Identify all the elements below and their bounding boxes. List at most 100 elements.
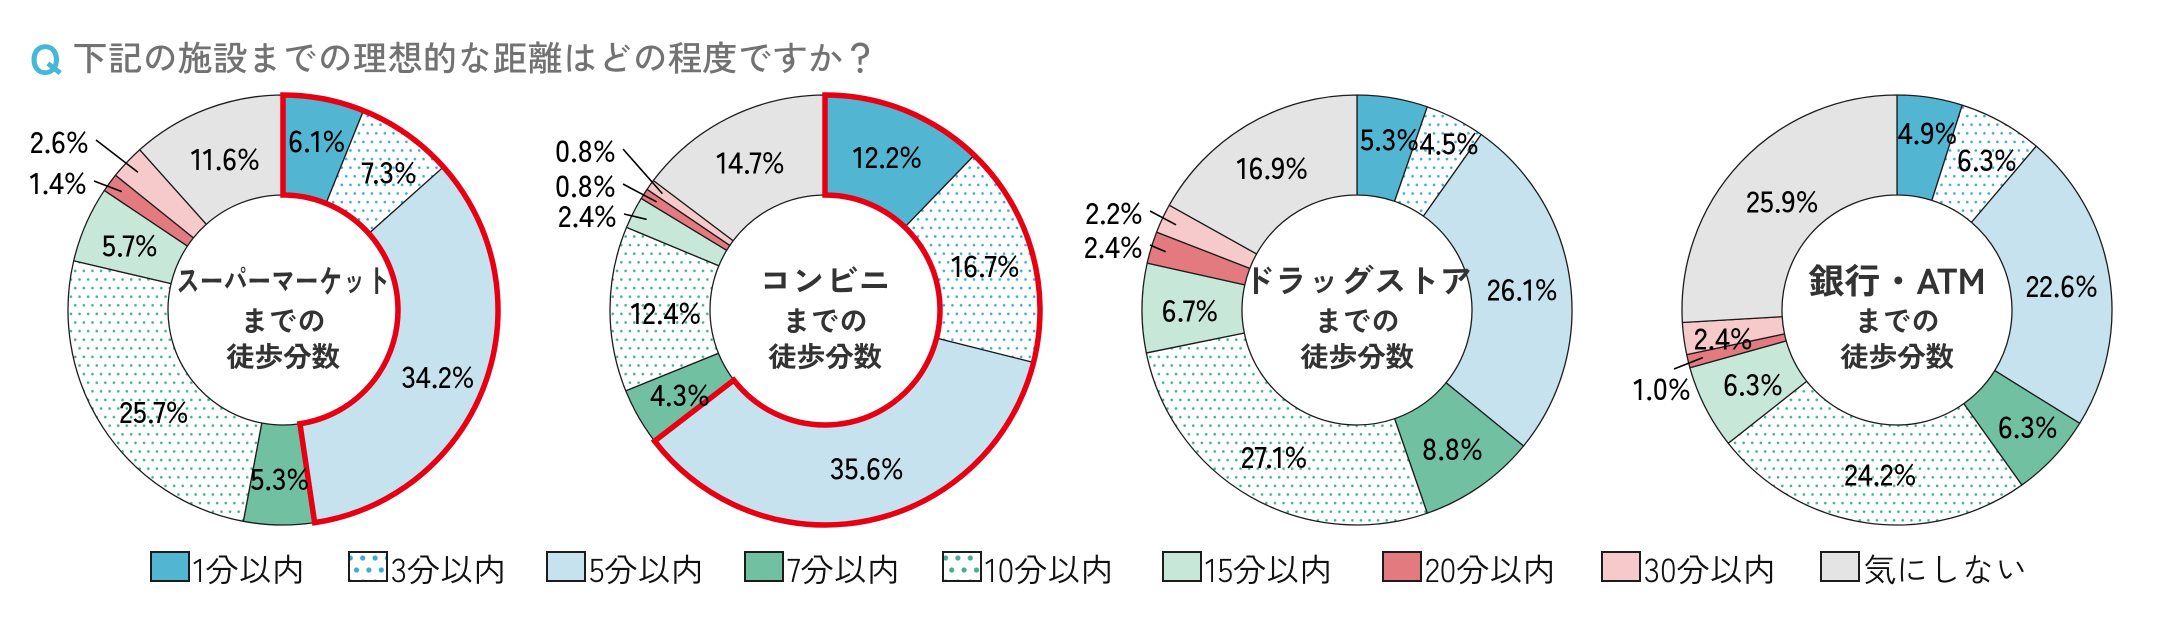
donut-charts: 6.1% 7.3% 34.2% 5.3% 25.7% 5.7% 1.4%2.6% 11.6% ス…	[29, 92, 2113, 528]
legend-label: 3分以内	[391, 544, 506, 592]
value-label: 6.3%	[1957, 136, 2017, 180]
slice-no-preference	[1168, 94, 1358, 255]
legend-item-within-10min: 10分以内	[942, 544, 1113, 592]
highlight-outline	[280, 92, 501, 526]
legend-item-within-1min: 1分以内	[150, 544, 305, 592]
q-icon: Q	[30, 27, 62, 88]
leader-line	[95, 139, 139, 173]
leader-line	[1673, 356, 1704, 370]
legend-label: 15分以内	[1205, 544, 1332, 592]
value-label: 5.3%	[250, 455, 309, 499]
leader-line	[623, 213, 647, 221]
center-label-subtitle: までの	[782, 300, 868, 341]
slice-no-preference	[1681, 94, 1898, 324]
center-label-name: コンビニ	[759, 255, 891, 303]
center-label-subtitle: までの	[1854, 300, 1940, 341]
legend-swatch	[348, 551, 388, 582]
leader-line	[622, 148, 663, 195]
center-label-subtitle: 徒歩分数	[768, 335, 883, 376]
value-label: 4.5%	[1420, 119, 1480, 163]
legend-item-within-3min: 3分以内	[348, 544, 506, 592]
value-label-outside: 2.2%	[1086, 189, 1143, 233]
legend-label: 5分以内	[589, 544, 703, 592]
value-label: 16.9%	[1236, 144, 1309, 188]
chart-legend: 1分以内 3分以内 5分以内 7分以内 10分以内 15分以内 20分以内 30分以内 気にしな…	[150, 544, 2028, 592]
center-label-subtitle: までの	[1314, 300, 1400, 341]
slice-within-5min	[1970, 145, 2113, 424]
value-label-outside: 0.8%	[555, 162, 616, 206]
legend-swatch	[1162, 551, 1202, 582]
value-label: 12.4%	[630, 289, 702, 333]
highlight-outline	[650, 92, 1043, 528]
slice-within-10min	[1727, 380, 2023, 526]
leader-line	[622, 183, 658, 203]
legend-swatch	[1820, 551, 1860, 582]
value-label-outside: 2.6%	[30, 118, 89, 162]
value-label: 22.6%	[2026, 262, 2098, 306]
value-label: 6.3%	[1998, 403, 2058, 447]
legend-swatch	[942, 551, 982, 582]
leader-line	[1149, 210, 1177, 226]
slice-within-5min	[1422, 133, 1573, 447]
value-label-outside: 1.0%	[1632, 365, 1691, 409]
value-label: 4.9%	[1898, 109, 1958, 153]
value-label: 14.7%	[715, 139, 785, 183]
leader-line	[1149, 244, 1166, 253]
value-label: 26.1%	[1487, 266, 1558, 310]
value-label: 6.1%	[288, 117, 345, 161]
page-title: 下記の施設までの理想的な距離はどの程度ですか？	[73, 31, 878, 82]
center-label-subtitle: 徒歩分数	[226, 335, 341, 376]
legend-label: 7分以内	[787, 544, 900, 592]
legend-label: 気にしない	[1863, 544, 2028, 592]
legend-label: 10分以内	[985, 544, 1113, 592]
value-label: 35.6%	[830, 445, 904, 489]
legend-item-within-7min: 7分以内	[744, 544, 900, 592]
value-label: 25.7%	[119, 388, 188, 432]
legend-label: 30分以内	[1644, 544, 1776, 592]
value-label: 34.2%	[401, 353, 474, 397]
legend-item-within-15min: 15分以内	[1162, 544, 1332, 592]
legend-swatch	[1601, 551, 1641, 582]
center-label-subtitle: までの	[240, 300, 326, 341]
legend-item-no-preference: 気にしない	[1820, 544, 2028, 592]
value-label-outside: 1.4%	[29, 159, 87, 203]
legend-item-within-30min: 30分以内	[1601, 544, 1776, 592]
value-label: 2.4%	[1694, 314, 1753, 358]
value-label: 7.3%	[361, 148, 417, 192]
value-label: 16.7%	[950, 242, 1020, 286]
slice-within-10min	[1145, 332, 1428, 526]
value-label: 5.3%	[1360, 115, 1419, 159]
value-label: 6.3%	[1723, 361, 1783, 405]
value-label-outside: 0.8%	[555, 127, 616, 171]
legend-item-within-5min: 5分以内	[546, 544, 703, 592]
value-label-outside: 2.4%	[1084, 223, 1143, 267]
donut-chart-bank-atm: 4.9%6.3%22.6%6.3%24.2%6.3%1.0%2.4%25.9%銀…	[1632, 94, 2113, 526]
leader-line	[93, 180, 123, 193]
donut-chart-drugstore: 5.3% 4.5% 26.1% 8.8% 27.1% 6.7% 2.4%2.2% 16.9% ド…	[1084, 94, 1573, 526]
legend-swatch	[1382, 551, 1422, 582]
center-label-name: 銀行・ATM	[1808, 253, 1985, 305]
value-label: 24.2%	[1844, 450, 1916, 494]
value-label: 27.1%	[1241, 433, 1308, 477]
donut-chart-supermarket: 6.1% 7.3% 34.2% 5.3% 25.7% 5.7% 1.4%2.6% 11.6% ス…	[29, 92, 501, 526]
value-label: 12.2%	[852, 133, 922, 177]
legend-swatch	[744, 551, 784, 582]
legend-swatch	[150, 551, 190, 582]
value-label: 4.3%	[650, 371, 710, 415]
legend-label: 20分以内	[1425, 544, 1555, 592]
value-label: 6.7%	[1162, 286, 1219, 330]
center-label-name: スーパーマーケット	[176, 255, 390, 303]
value-label: 11.6%	[190, 135, 260, 179]
center-label-name: ドラッグストア	[1242, 255, 1473, 303]
value-label: 8.8%	[1422, 425, 1483, 469]
center-label-subtitle: 徒歩分数	[1840, 335, 1955, 376]
slice-within-10min	[67, 260, 263, 522]
chart-title: Q 下記の施設までの理想的な距離はどの程度ですか？	[30, 27, 878, 88]
donut-chart-convenience-store: 12.2%16.7%35.6%4.3%12.4%2.4%0.8%0.8% 14.7…	[555, 92, 1043, 528]
value-label: 5.7%	[102, 221, 158, 265]
slice-no-preference	[652, 94, 826, 242]
legend-label: 1分以内	[193, 544, 305, 592]
legend-swatch	[546, 551, 586, 582]
